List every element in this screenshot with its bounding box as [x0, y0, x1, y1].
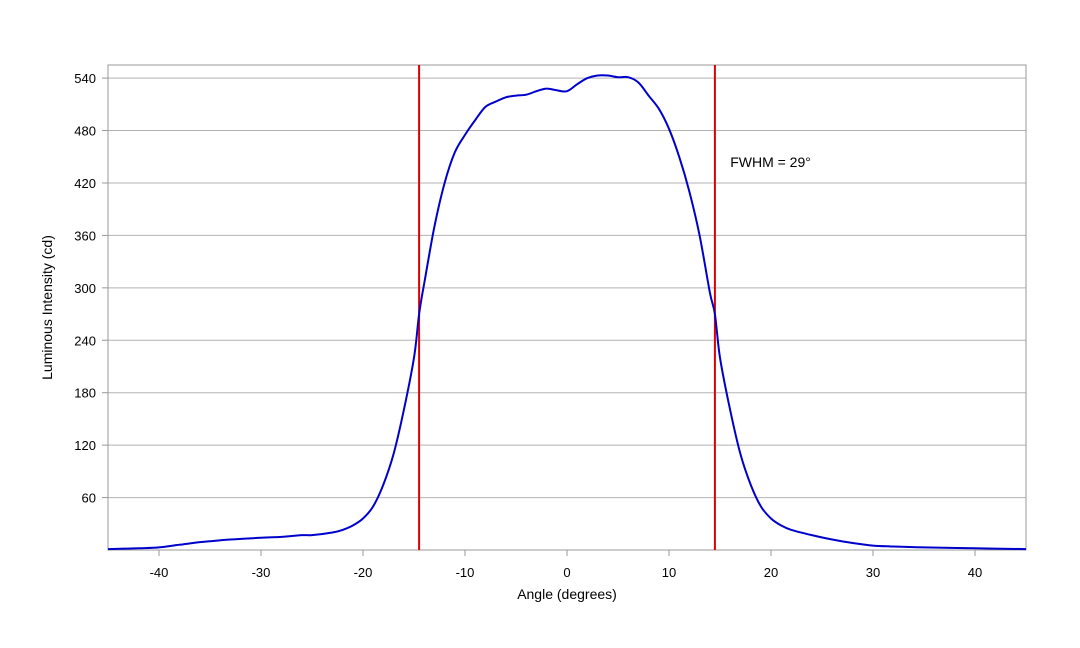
x-tick-label: 20: [764, 565, 778, 580]
x-tick-label: 10: [662, 565, 676, 580]
x-tick-label: -10: [456, 565, 475, 580]
y-tick-label: 360: [74, 228, 96, 243]
x-tick-label: -40: [150, 565, 169, 580]
plot-frame: [107, 64, 1027, 551]
y-tick-label: 120: [74, 438, 96, 453]
grid-lines: [102, 77, 1026, 499]
y-axis-label: Luminous Intensity (cd): [39, 235, 55, 380]
intensity-curve: [107, 74, 1027, 551]
y-tick-label: 540: [74, 71, 96, 86]
x-tick-label: -20: [354, 565, 373, 580]
x-tick-label: -30: [252, 565, 271, 580]
y-tick-label: 240: [74, 333, 96, 348]
y-tick-label: 420: [74, 176, 96, 191]
y-tick-label: 300: [74, 281, 96, 296]
x-tick-label: 40: [968, 565, 982, 580]
y-axis-ticks: 60 120 180 240 300 360 420 480 540: [74, 71, 96, 505]
fwhm-annotation: FWHM = 29°: [730, 154, 811, 170]
y-tick-label: 180: [74, 386, 96, 401]
x-tick-label: 0: [563, 565, 570, 580]
x-axis-ticks: -40 -30 -20 -10 0 10 20 30 40: [150, 550, 982, 580]
x-tick-label: 30: [866, 565, 880, 580]
y-tick-label: 480: [74, 124, 96, 139]
y-tick-label: 60: [82, 491, 96, 506]
x-axis-label: Angle (degrees): [517, 586, 617, 602]
